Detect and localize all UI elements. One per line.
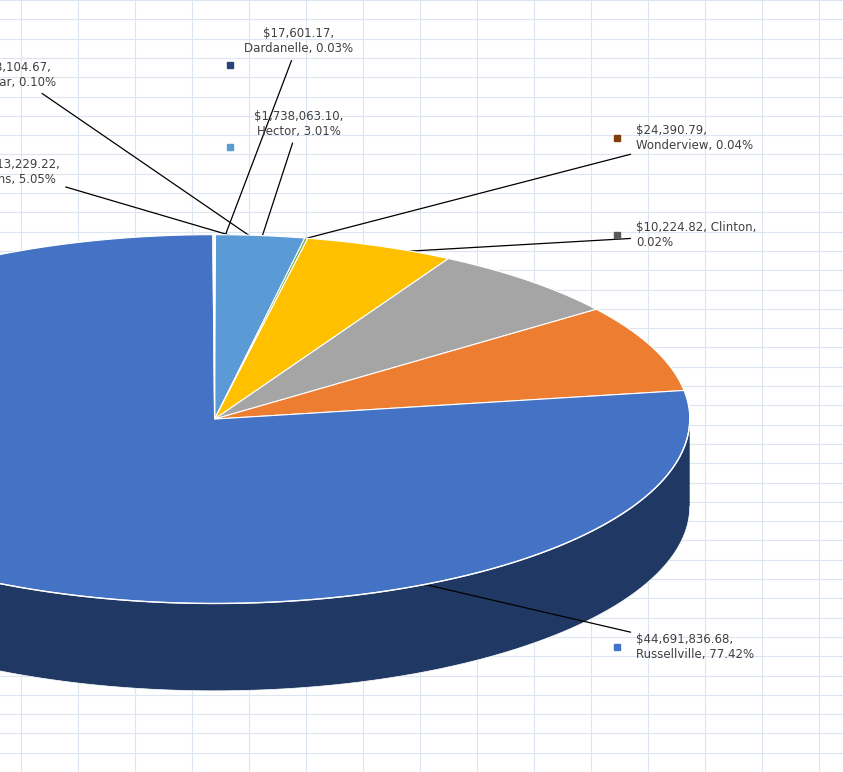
Polygon shape [212,235,215,419]
Polygon shape [0,235,690,604]
Polygon shape [0,421,690,691]
Text: $24,390.79,
Wonderview, 0.04%: $24,390.79, Wonderview, 0.04% [217,124,753,262]
Polygon shape [215,235,305,419]
Text: $58,104.67,
Lamar, 0.10%: $58,104.67, Lamar, 0.10% [0,61,290,264]
Polygon shape [215,239,448,419]
Text: $17,601.17,
Dardanelle, 0.03%: $17,601.17, Dardanelle, 0.03% [216,27,353,259]
Text: $44,691,836.68,
Russellville, 77.42%: $44,691,836.68, Russellville, 77.42% [48,497,754,661]
Text: $3,844,087.36,
Dover, 6.66%: $3,844,087.36, Dover, 6.66% [0,256,448,315]
Text: $2,913,229.22,
Atkins, 5.05%: $2,913,229.22, Atkins, 5.05% [0,158,352,272]
Polygon shape [215,259,596,419]
Text: $1,738,063.10,
Hector, 3.01%: $1,738,063.10, Hector, 3.01% [255,110,344,260]
Polygon shape [215,238,308,419]
Polygon shape [215,235,216,419]
Text: $4,429,365.98,
Pottsville, 7.67%: $4,429,365.98, Pottsville, 7.67% [0,367,518,394]
Text: $10,224.82, Clinton,
0.02%: $10,224.82, Clinton, 0.02% [217,221,756,262]
Polygon shape [215,310,684,419]
